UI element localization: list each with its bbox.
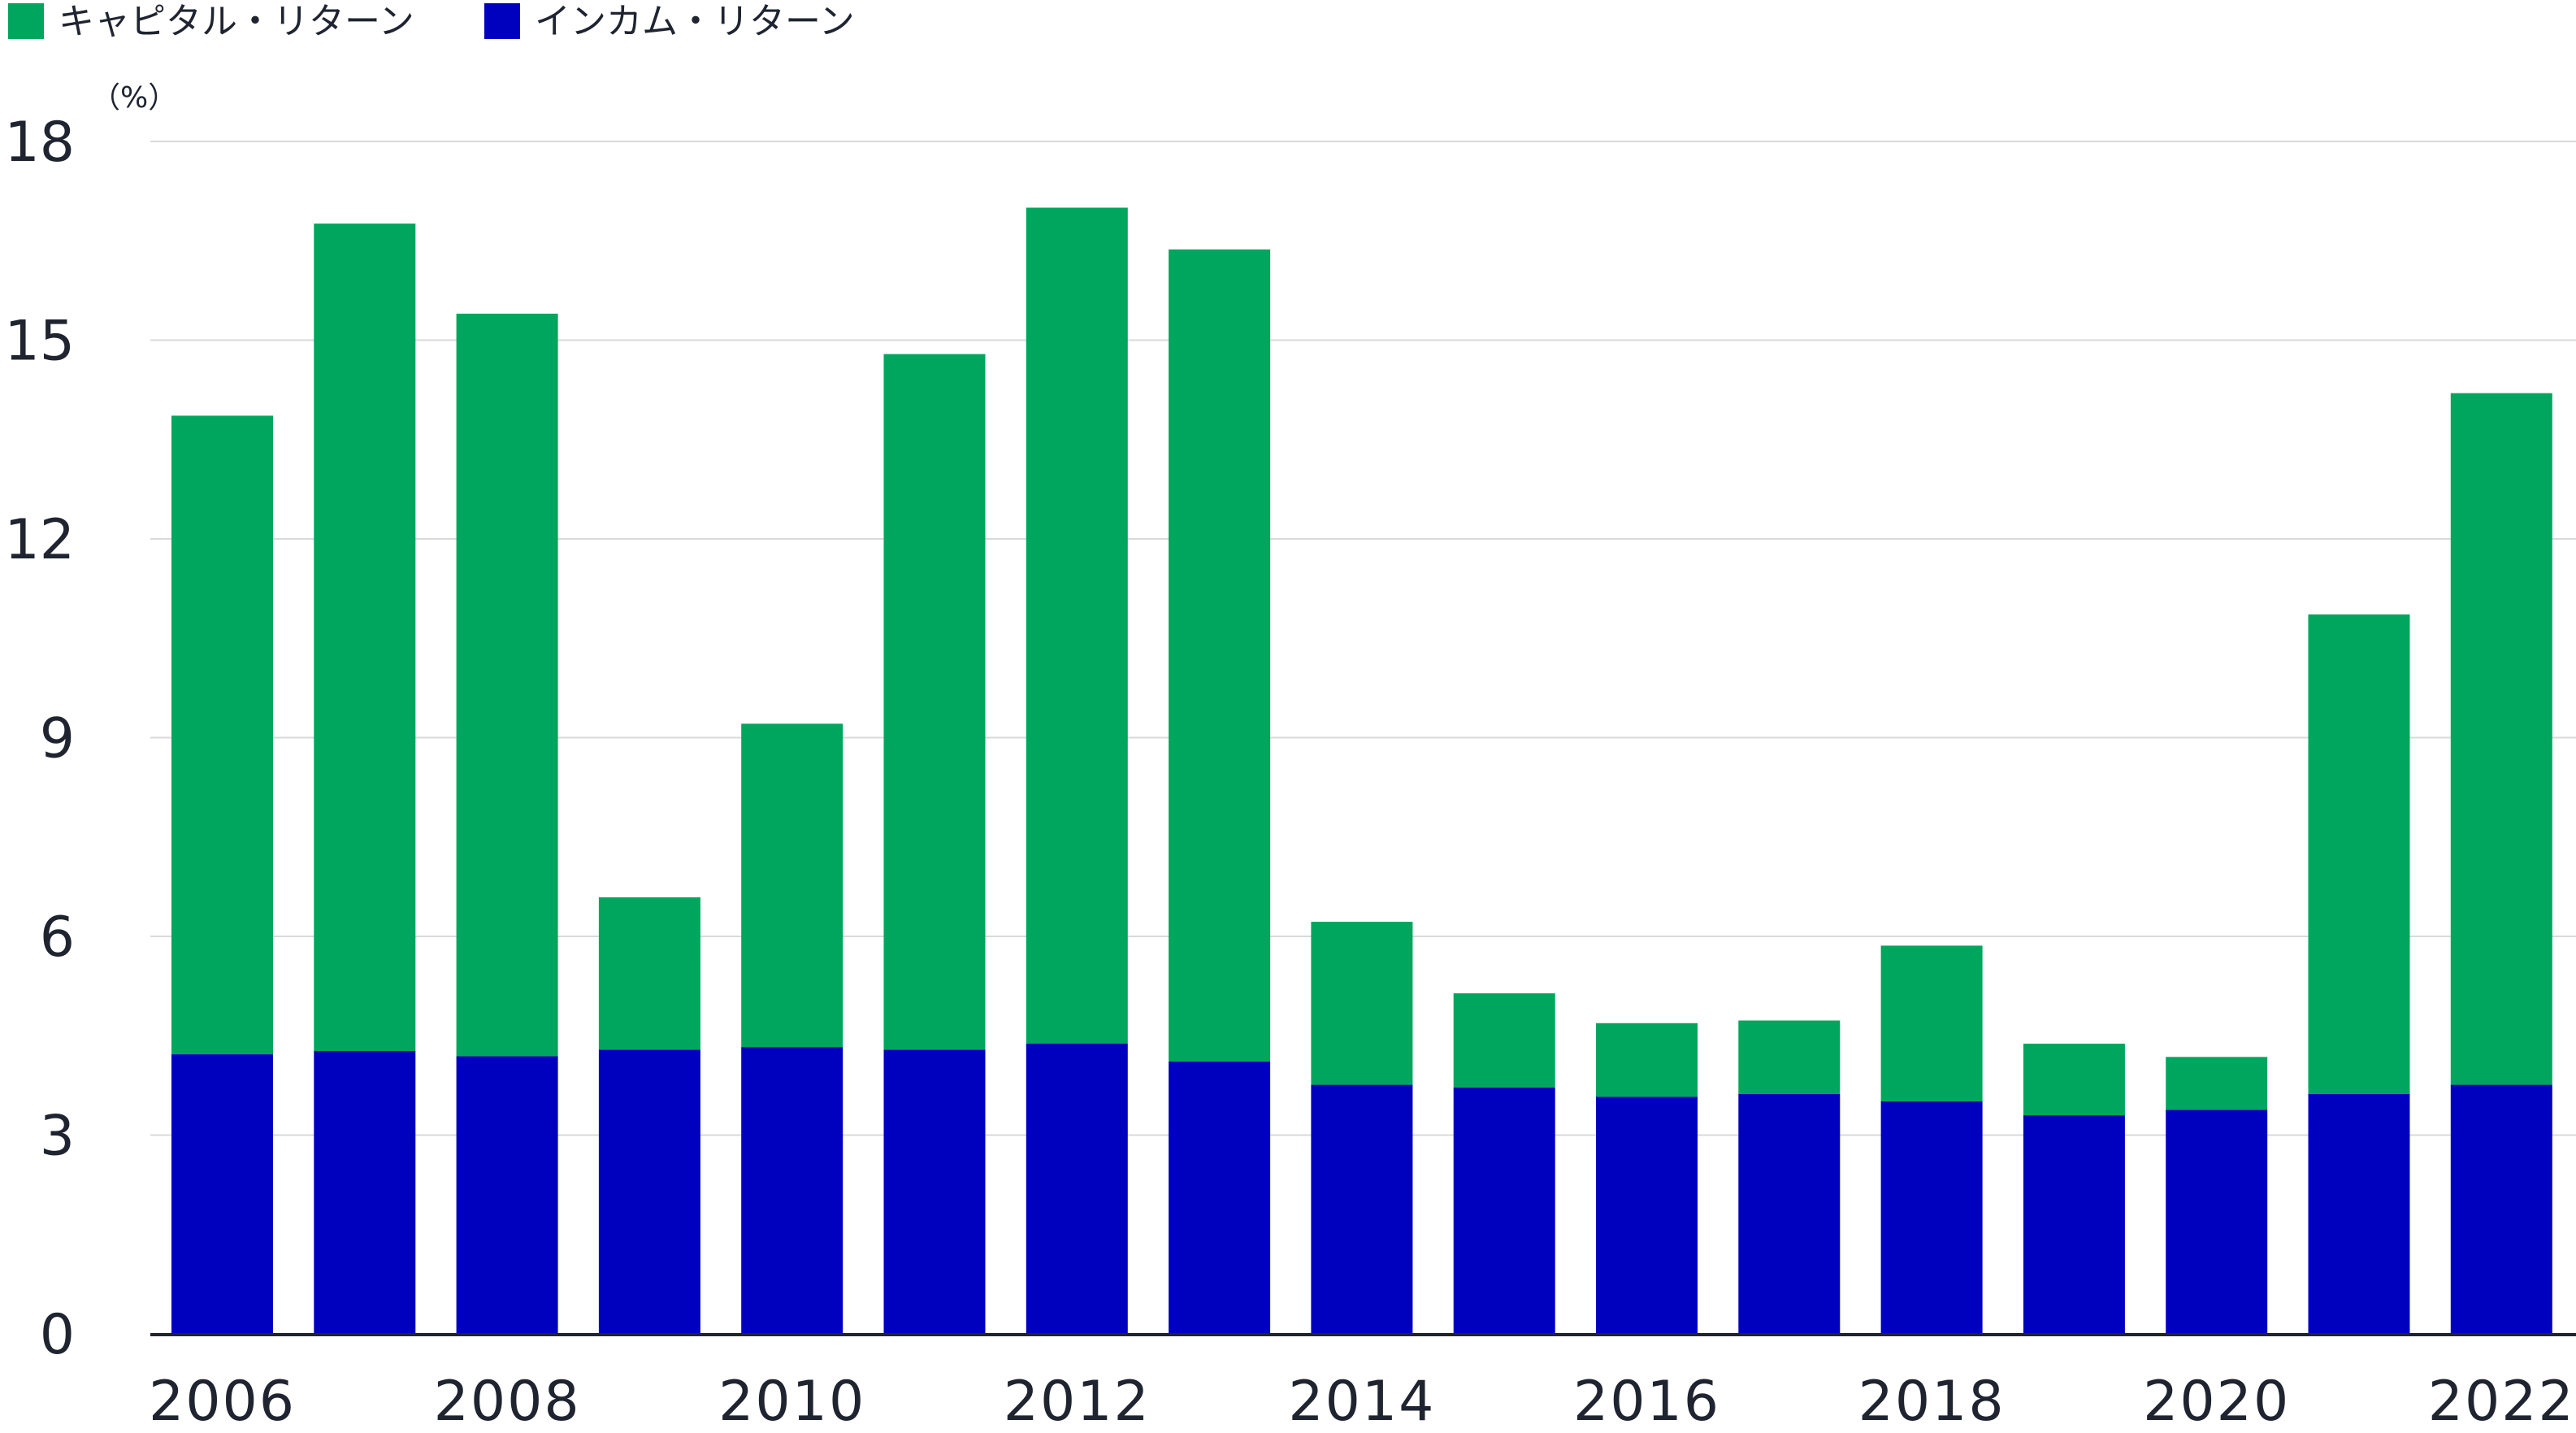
x-tick-label: 2022	[2428, 1370, 2575, 1433]
bar-income-2007	[314, 1050, 416, 1334]
bar-capital-2021	[2308, 614, 2410, 1094]
bars	[171, 207, 2552, 1334]
bar-income-2016	[1596, 1096, 1698, 1334]
bar-income-2012	[1026, 1044, 1128, 1334]
bar-capital-2009	[598, 897, 700, 1050]
bar-income-2020	[2166, 1109, 2268, 1334]
y-tick-label: 18	[4, 111, 75, 175]
y-tick-label: 9	[40, 707, 75, 771]
y-tick-label: 6	[40, 905, 75, 970]
x-tick-label: 2014	[1288, 1370, 1435, 1433]
bar-income-2011	[883, 1049, 986, 1334]
y-axis-ticks: 0 3 6 9 12 15 18	[4, 111, 75, 1367]
bar-capital-2022	[2450, 393, 2552, 1085]
x-tick-label: 2008	[434, 1370, 581, 1433]
x-tick-label: 2006	[149, 1370, 296, 1433]
bar-income-2015	[1453, 1087, 1555, 1334]
x-tick-label: 2012	[1004, 1370, 1151, 1433]
y-tick-label: 12	[4, 508, 75, 572]
bar-capital-2018	[1880, 945, 1983, 1101]
legend-swatch-income	[484, 3, 520, 39]
bar-capital-2006	[171, 415, 273, 1055]
bar-income-2013	[1169, 1062, 1271, 1334]
bar-income-2009	[598, 1049, 700, 1334]
y-tick-label: 3	[40, 1105, 75, 1169]
x-axis-ticks: 2006 2008 2010 2012 2014 2016 2018 2020 2022	[149, 1370, 2575, 1433]
bar-capital-2019	[2023, 1044, 2125, 1116]
y-tick-label: 0	[40, 1303, 75, 1367]
bar-capital-2012	[1026, 207, 1128, 1044]
y-axis-unit: （%）	[91, 81, 177, 115]
bar-capital-2011	[883, 354, 986, 1050]
bar-capital-2015	[1453, 993, 1555, 1088]
bar-income-2018	[1880, 1101, 1983, 1334]
legend: キャピタル・リターン インカム・リターン	[8, 1, 855, 42]
bar-income-2022	[2450, 1084, 2552, 1334]
x-tick-label: 2010	[718, 1370, 865, 1433]
legend-label-capital: キャピタル・リターン	[59, 1, 414, 42]
bar-income-2017	[1738, 1093, 1841, 1334]
bar-income-2010	[741, 1047, 843, 1334]
legend-swatch-capital	[8, 3, 44, 39]
bar-capital-2014	[1311, 922, 1413, 1085]
legend-label-income: インカム・リターン	[535, 1, 855, 42]
bar-capital-2016	[1596, 1023, 1698, 1097]
x-tick-label: 2020	[2143, 1370, 2290, 1433]
x-tick-label: 2016	[1573, 1370, 1720, 1433]
bar-income-2014	[1311, 1084, 1413, 1334]
bar-capital-2008	[456, 313, 558, 1057]
bar-capital-2020	[2166, 1057, 2268, 1110]
bar-capital-2010	[741, 723, 843, 1048]
y-tick-label: 15	[4, 310, 75, 374]
bar-income-2019	[2023, 1115, 2125, 1334]
bar-capital-2013	[1169, 249, 1271, 1062]
bar-income-2021	[2308, 1093, 2410, 1334]
bar-income-2008	[456, 1056, 558, 1334]
bar-capital-2007	[314, 224, 416, 1051]
bar-capital-2017	[1738, 1020, 1841, 1094]
x-tick-label: 2018	[1858, 1370, 2006, 1433]
bar-income-2006	[171, 1054, 273, 1334]
